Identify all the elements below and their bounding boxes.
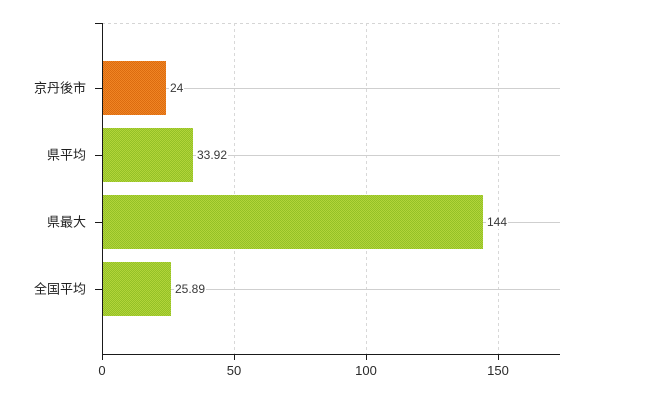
bar-value-label: 33.92 — [196, 148, 229, 162]
v-gridline — [234, 23, 235, 354]
h-gridline — [103, 155, 560, 156]
category-label: 県最大 — [46, 214, 86, 230]
plot-top-border — [102, 23, 560, 24]
x-axis-tick — [234, 355, 235, 360]
bar-value-label: 25.89 — [174, 282, 207, 296]
v-gridline — [498, 23, 499, 354]
category-label: 県平均 — [46, 147, 86, 163]
y-axis-tick — [95, 155, 102, 156]
h-gridline — [103, 289, 560, 290]
bar — [103, 195, 483, 249]
x-axis-line — [102, 354, 560, 355]
category-label: 全国平均 — [33, 281, 86, 297]
y-axis-tick — [95, 88, 102, 89]
x-tick-label: 100 — [355, 363, 377, 378]
x-axis-tick — [102, 355, 103, 360]
v-gridline — [366, 23, 367, 354]
bar — [103, 128, 193, 182]
y-axis-tick — [95, 222, 102, 223]
x-tick-label: 50 — [226, 363, 242, 378]
y-axis-end-tick — [95, 23, 102, 24]
x-axis-tick — [498, 355, 499, 360]
h-gridline — [103, 88, 560, 89]
bar — [103, 61, 166, 115]
bar — [103, 262, 171, 316]
x-tick-label: 150 — [487, 363, 509, 378]
plot-area: 24 33.92 144 25.89 — [102, 23, 560, 354]
bar-value-label: 24 — [169, 81, 185, 95]
x-axis-tick — [366, 355, 367, 360]
y-axis-line — [102, 23, 103, 355]
x-tick-label: 0 — [98, 363, 106, 378]
y-axis-tick — [95, 289, 102, 290]
bar-value-label: 144 — [486, 215, 509, 229]
category-label: 京丹後市 — [33, 80, 86, 96]
